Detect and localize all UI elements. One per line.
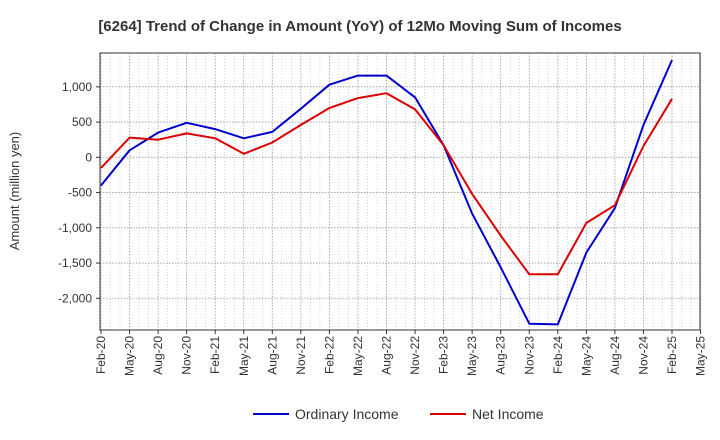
grid-lines [100,53,701,330]
x-tick-label: Feb-25 [665,336,679,374]
series-lines [100,59,673,326]
x-tick-label: Aug-24 [608,336,622,375]
y-axis-ticks: 1,000 500 0 -500 -1,000 -1,500 -2,000 [58,80,100,305]
x-tick-label: Feb-20 [94,336,108,374]
x-tick-label: Nov-23 [522,336,536,375]
x-tick-label: Nov-24 [636,336,650,375]
y-tick-label: 0 [85,150,92,164]
series-line-net-income [100,92,673,276]
x-tick-label: May-22 [351,336,365,376]
x-tick-label: May-23 [465,336,479,376]
y-tick-label: -2,000 [58,291,92,305]
chart-title: [6264] Trend of Change in Amount (YoY) o… [98,18,621,35]
x-tick-label: Feb-22 [322,336,336,374]
x-tick-label: Feb-23 [437,336,451,374]
x-tick-label: May-21 [237,336,251,376]
x-tick-label: Aug-23 [494,336,508,375]
x-tick-label: Nov-22 [408,336,422,375]
x-tick-label: May-24 [579,336,593,376]
legend-label-net-income: Net Income [472,406,544,422]
y-tick-label: 500 [72,115,92,129]
x-tick-label: Feb-24 [551,336,565,374]
x-tick-label: Nov-21 [294,336,308,375]
y-tick-label: -500 [68,186,92,200]
series-line-ordinary-income [100,59,673,326]
legend: Ordinary Income Net Income [253,406,544,422]
y-tick-label: -1,000 [58,221,92,235]
x-tick-label: Nov-20 [180,336,194,375]
y-axis-label: Amount (million yen) [7,132,22,251]
x-tick-label: Aug-21 [265,336,279,375]
y-tick-label: 1,000 [62,80,92,94]
x-tick-label: May-25 [694,336,708,376]
legend-label-ordinary-income: Ordinary Income [295,406,399,422]
x-tick-label: Aug-22 [380,336,394,375]
x-tick-label: Feb-21 [208,336,222,374]
plot-border [99,52,701,331]
y-tick-label: -1,500 [58,256,92,270]
x-tick-label: Aug-20 [151,336,165,375]
plot-area [100,53,700,330]
x-tick-label: May-20 [123,336,137,376]
x-axis-ticks: Feb-20 May-20 Aug-20 Nov-20 Feb-21 May-21 Aug-… [94,330,708,376]
